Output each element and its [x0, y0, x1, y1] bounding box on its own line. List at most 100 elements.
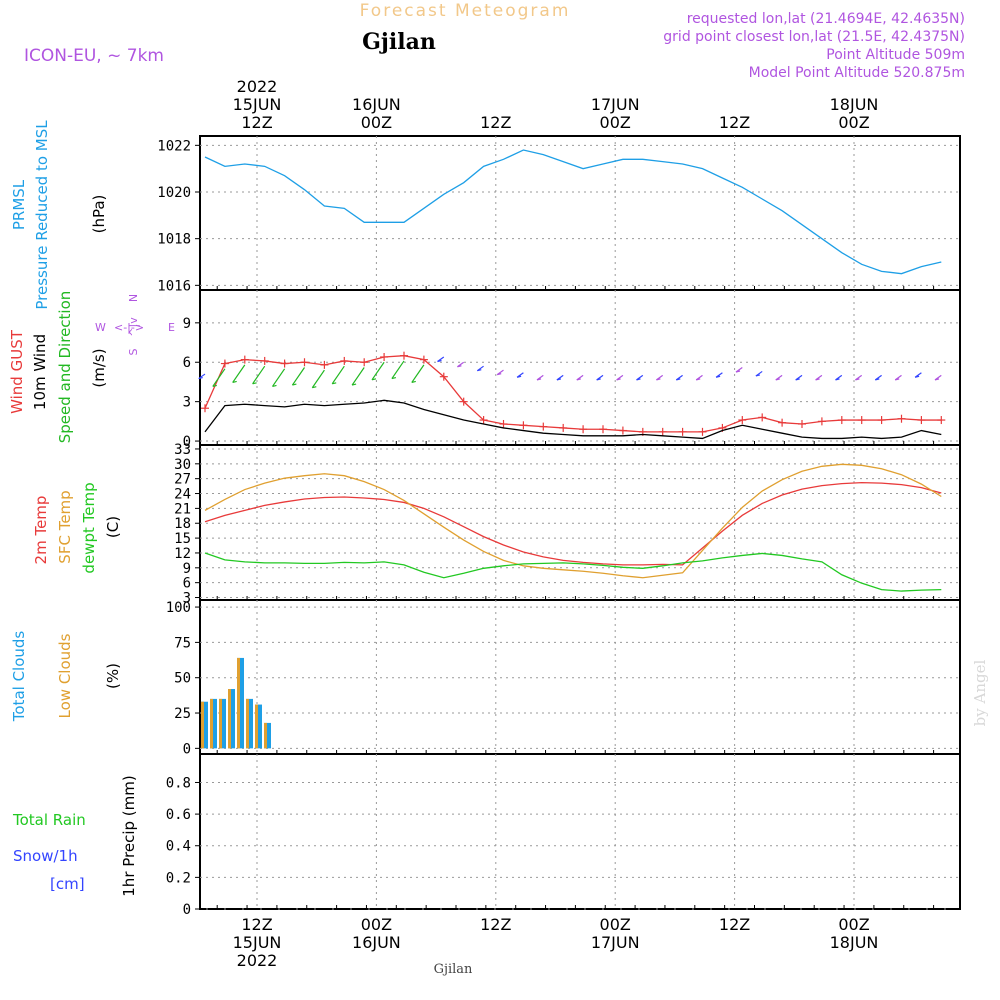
- location-title: Gjilan: [362, 29, 436, 55]
- total-cloud-bar: [246, 698, 253, 749]
- y-tick-label: 33: [174, 442, 191, 458]
- series-line-2m-temp: [204, 481, 942, 566]
- temp-ylabel-1: 2m Temp: [32, 496, 50, 565]
- compass-ns-arrow: ^|v: [127, 317, 140, 337]
- top-time-label: 15JUN: [233, 95, 282, 114]
- y-tick-label: 0: [183, 434, 191, 450]
- panel-frame: [199, 753, 961, 910]
- y-tick-label: 24: [174, 487, 191, 503]
- panel-frame: [199, 599, 961, 755]
- footer-location: Gjilan: [434, 962, 473, 977]
- wind-direction-arrow: [252, 365, 266, 385]
- wind-direction-arrowhead: [934, 378, 940, 381]
- total-cloud-bar: [219, 698, 226, 749]
- header: Forecast Meteogram Gjilan ICON-EU, ~ 7km…: [24, 1, 965, 81]
- low-cloud-bar: [264, 722, 267, 749]
- total-cloud-bar: [210, 698, 217, 749]
- wind-direction-arrowhead: [198, 376, 203, 380]
- y-tick-label: 0: [183, 741, 191, 757]
- wind-direction-arrowhead: [437, 359, 442, 363]
- wind-ylabel-1: Wind GUST: [8, 329, 26, 414]
- compass-rose: W <-|-> E N ^|v S: [95, 294, 175, 356]
- temp-ylabel-3: dewpt Temp: [80, 482, 98, 573]
- y-tick-label: 18: [174, 516, 191, 532]
- total-cloud-bar: [237, 657, 244, 749]
- bottom-time-label: 12Z: [241, 915, 272, 934]
- wind-direction-arrowhead: [875, 378, 880, 381]
- rain-label: Total Rain: [12, 811, 86, 829]
- series-line-wind-gust: [204, 355, 942, 433]
- y-tick-label: 21: [174, 501, 191, 517]
- wind-unit: (m/s): [90, 348, 108, 387]
- panel-frame: [199, 135, 961, 291]
- wind-direction-arrowhead: [715, 375, 721, 378]
- wind-direction-arrowhead: [212, 384, 217, 387]
- bottom-time-label: 00Z: [600, 915, 631, 934]
- top-time-label: 12Z: [480, 113, 511, 132]
- wind-direction-arrow: [232, 364, 246, 383]
- bottom-time-label: 12Z: [480, 915, 511, 934]
- wind-direction-arrow: [411, 364, 425, 383]
- wind-direction-arrowhead: [272, 384, 277, 387]
- clouds-ylabel-2: Low Clouds: [56, 633, 74, 718]
- total-cloud-bar: [201, 701, 208, 749]
- wind-direction-arrowhead: [895, 378, 900, 381]
- wind-direction-arrowhead: [795, 378, 800, 381]
- precip-ylabel: 1hr Precip (mm): [120, 775, 138, 896]
- wind-ylabel-3: Speed and Direction: [56, 291, 74, 444]
- low-cloud-bar: [201, 701, 204, 749]
- top-time-label: 16JUN: [352, 95, 401, 114]
- low-cloud-bar: [255, 704, 258, 749]
- top-time-label: 00Z: [361, 113, 392, 132]
- pressure-ylabel-1: PRMSL: [10, 179, 28, 230]
- wind-direction-arrowhead: [616, 378, 621, 381]
- y-tick-label: 1020: [157, 185, 191, 201]
- wind-direction-arrowhead: [312, 386, 317, 389]
- clouds-panel: 0 25 50 75 100: [166, 599, 961, 757]
- compass-east: E: [168, 321, 175, 334]
- wind-direction-arrowhead: [815, 378, 820, 381]
- total-cloud-bar: [228, 689, 235, 749]
- wind-direction-arrowhead: [676, 378, 681, 381]
- low-cloud-bar: [246, 698, 249, 749]
- bottom-time-label: 18JUN: [830, 933, 879, 952]
- y-tick-label: 1016: [157, 278, 191, 294]
- y-tick-label: 50: [174, 671, 191, 687]
- wind-direction-arrowhead: [497, 373, 502, 376]
- wind-direction-arrowhead: [835, 378, 840, 381]
- wind-direction-arrow: [391, 360, 405, 379]
- wind-direction-arrowhead: [735, 370, 741, 373]
- compass-west: W: [95, 321, 106, 334]
- y-tick-label: 75: [174, 635, 191, 651]
- temp-unit: (C): [104, 516, 122, 538]
- clouds-ylabel-1: Total Clouds: [10, 631, 28, 723]
- top-time-label: 18JUN: [830, 95, 879, 114]
- wind-direction-arrowhead: [536, 378, 542, 381]
- snow-label: Snow/1h: [13, 847, 78, 865]
- top-time-label: 00Z: [600, 113, 631, 132]
- series-line-dewpt-temp: [204, 552, 942, 592]
- wind-direction-arrowhead: [855, 378, 860, 381]
- wind-direction-arrowhead: [516, 375, 522, 378]
- bottom-time-label: 00Z: [838, 915, 869, 934]
- wind-direction-arrowhead: [252, 382, 257, 385]
- y-tick-label: 12: [174, 546, 191, 562]
- wind-direction-arrowhead: [391, 376, 397, 380]
- pressure-panel: 1016 1018 1020 1022: [157, 135, 961, 294]
- wind-direction-arrowhead: [576, 378, 581, 381]
- wind-direction-arrowhead: [371, 378, 377, 381]
- pressure-unit: (hPa): [90, 195, 108, 234]
- wind-direction-arrowhead: [232, 380, 237, 384]
- panel-side-labels: PRMSL Pressure Reduced to MSL (hPa) Wind…: [8, 120, 175, 897]
- y-tick-label: 15: [174, 531, 191, 547]
- top-time-label: 00Z: [838, 113, 869, 132]
- y-tick-label: 0.6: [166, 807, 191, 823]
- low-cloud-bar: [237, 657, 240, 749]
- y-tick-label: 0: [183, 902, 191, 918]
- wind-direction-arrow: [291, 367, 305, 386]
- wind-ylabel-2: 10m Wind: [31, 334, 49, 410]
- wind-direction-arrowhead: [411, 380, 416, 384]
- wind-direction-arrowhead: [477, 369, 482, 372]
